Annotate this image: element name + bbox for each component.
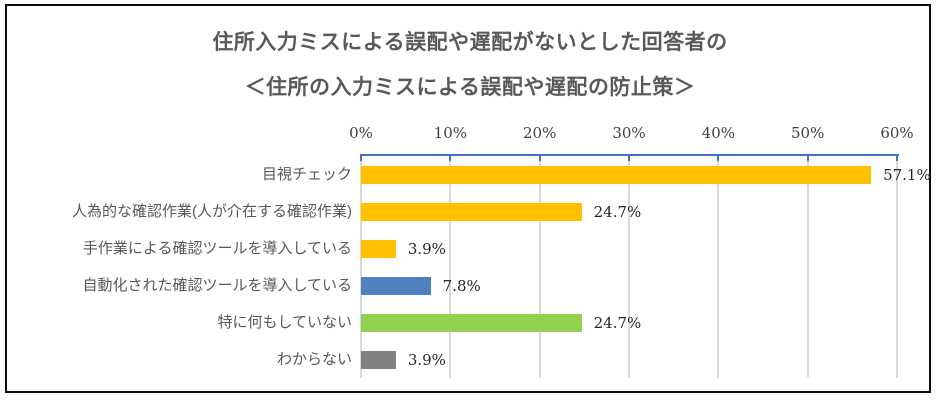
- value-label: 3.9%: [407, 350, 446, 369]
- bar: [361, 313, 582, 332]
- gridline: [628, 156, 630, 378]
- bar: [361, 350, 396, 369]
- x-tick-label: 0%: [349, 124, 373, 142]
- x-axis-tick: [449, 156, 452, 161]
- value-label: 57.1%: [883, 165, 931, 184]
- x-axis-tick: [360, 156, 362, 161]
- bar: [361, 239, 396, 258]
- bar: [361, 165, 872, 184]
- gridline: [806, 156, 809, 378]
- x-axis-tick: [628, 156, 630, 161]
- category-label: 人為的な確認作業(人が介在する確認作業): [72, 203, 352, 220]
- category-label: 手作業による確認ツールを導入している: [82, 240, 352, 257]
- chart-title-line1: 住所入力ミスによる誤配や遅配がないとした回答者の: [212, 31, 728, 54]
- x-axis-tick: [717, 156, 720, 161]
- x-tick-label: 10%: [433, 124, 467, 142]
- x-axis-tick: [538, 156, 541, 161]
- x-tick-label: 20%: [522, 124, 557, 142]
- category-label: 特に何もしていない: [217, 314, 352, 331]
- x-axis-line: [360, 154, 899, 156]
- x-axis-tick: [896, 156, 898, 161]
- value-label: 24.7%: [593, 202, 642, 221]
- x-tick-label: 50%: [790, 124, 825, 142]
- value-label: 7.8%: [442, 276, 481, 295]
- x-tick-label: 30%: [612, 124, 646, 142]
- bar: [361, 202, 582, 221]
- gridline: [360, 156, 362, 378]
- category-label: 目視チェック: [261, 166, 352, 183]
- x-axis-tick: [806, 156, 809, 161]
- value-label: 3.9%: [407, 239, 446, 258]
- bar: [361, 276, 431, 295]
- gridline: [896, 156, 898, 378]
- gridline: [449, 156, 452, 378]
- gridline: [717, 156, 720, 378]
- x-tick-label: 60%: [880, 124, 914, 142]
- category-label: わからない: [276, 351, 352, 368]
- x-tick-label: 40%: [701, 124, 735, 142]
- category-label: 自動化された確認ツールを導入している: [82, 277, 352, 294]
- outer-frame: [5, 4, 931, 393]
- value-label: 24.7%: [593, 313, 642, 332]
- chart-title-line2: ＜住所の入力ミスによる誤配や遅配の防止策＞: [244, 76, 696, 99]
- gridline: [538, 156, 541, 378]
